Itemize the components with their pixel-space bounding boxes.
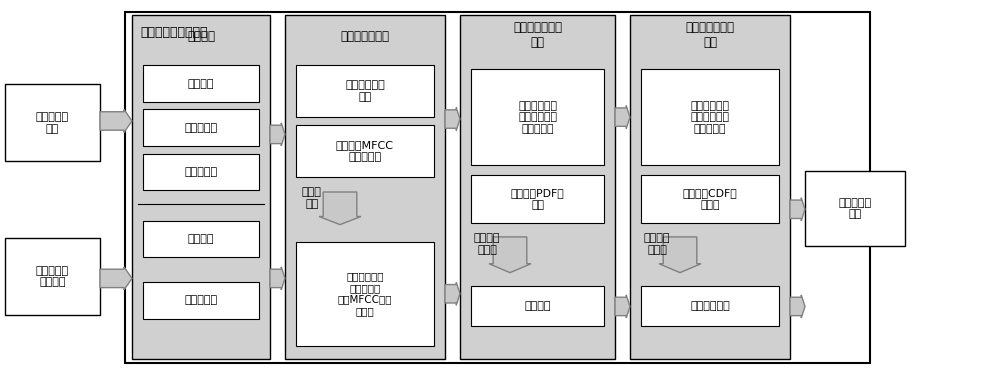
- FancyBboxPatch shape: [471, 286, 604, 326]
- FancyBboxPatch shape: [143, 282, 259, 319]
- Polygon shape: [445, 282, 460, 305]
- Text: 信号帧加窗: 信号帧加窗: [184, 122, 218, 133]
- Text: 样本得分: 样本得分: [524, 301, 551, 311]
- Polygon shape: [790, 295, 805, 318]
- FancyBboxPatch shape: [296, 125, 434, 177]
- FancyBboxPatch shape: [805, 171, 905, 246]
- Text: 判定建模参数
学习及层级判
定正态建模: 判定建模参数 学习及层级判 定正态建模: [690, 101, 730, 134]
- Text: 待测发动机
振声信号: 待测发动机 振声信号: [36, 266, 69, 287]
- FancyBboxPatch shape: [143, 65, 259, 102]
- Text: 振声信号频谱
特征: 振声信号频谱 特征: [345, 80, 385, 102]
- Polygon shape: [100, 109, 132, 132]
- Text: 振声信号MFCC
及差分特征: 振声信号MFCC 及差分特征: [336, 140, 394, 162]
- FancyBboxPatch shape: [296, 242, 434, 346]
- Text: 训练样本集: 训练样本集: [184, 167, 218, 177]
- Text: 发动机振声
数据: 发动机振声 数据: [36, 112, 69, 134]
- Polygon shape: [100, 267, 132, 290]
- FancyBboxPatch shape: [143, 221, 259, 257]
- FancyBboxPatch shape: [125, 12, 870, 363]
- FancyBboxPatch shape: [471, 69, 604, 165]
- Text: 接受假定CDF范
围划定: 接受假定CDF范 围划定: [683, 188, 737, 210]
- Polygon shape: [445, 108, 460, 131]
- Text: 判定正态
子模型: 判定正态 子模型: [644, 233, 670, 255]
- Polygon shape: [319, 192, 361, 225]
- FancyBboxPatch shape: [143, 154, 259, 190]
- Polygon shape: [615, 106, 630, 129]
- Text: 多支特征正态子
模型: 多支特征正态子 模型: [513, 21, 562, 48]
- Text: 特征标
准化: 特征标 准化: [302, 187, 322, 209]
- Polygon shape: [270, 267, 285, 290]
- FancyBboxPatch shape: [460, 15, 615, 359]
- Text: 特征建模参数
学习及特征分
支正态建模: 特征建模参数 学习及特征分 支正态建模: [518, 101, 557, 134]
- Polygon shape: [489, 237, 531, 273]
- Polygon shape: [659, 237, 701, 273]
- FancyBboxPatch shape: [471, 175, 604, 223]
- Polygon shape: [615, 295, 630, 318]
- Polygon shape: [270, 123, 285, 146]
- FancyBboxPatch shape: [143, 109, 259, 146]
- FancyBboxPatch shape: [285, 15, 445, 359]
- FancyBboxPatch shape: [5, 238, 100, 315]
- Text: 层级判定正态子
模型: 层级判定正态子 模型: [686, 21, 734, 48]
- FancyBboxPatch shape: [296, 65, 434, 117]
- FancyBboxPatch shape: [5, 84, 100, 161]
- Text: 发动机诊断
结果: 发动机诊断 结果: [838, 197, 872, 219]
- FancyBboxPatch shape: [630, 15, 790, 359]
- Text: 特征正态
子模型: 特征正态 子模型: [474, 233, 501, 255]
- FancyBboxPatch shape: [641, 69, 779, 165]
- Text: 信号帧加窗: 信号帧加窗: [184, 295, 218, 306]
- FancyBboxPatch shape: [132, 15, 270, 359]
- FancyBboxPatch shape: [641, 286, 779, 326]
- Polygon shape: [790, 198, 805, 221]
- Text: 重叠分帧: 重叠分帧: [188, 234, 214, 244]
- FancyBboxPatch shape: [641, 175, 779, 223]
- Text: 发动机故障检测流程: 发动机故障检测流程: [140, 26, 208, 39]
- Text: 标准化发动机
振声信号频
谱、MFCC及差
分特征: 标准化发动机 振声信号频 谱、MFCC及差 分特征: [338, 271, 392, 316]
- Text: 假设接受判定: 假设接受判定: [690, 301, 730, 311]
- Text: 分帧加窗: 分帧加窗: [187, 30, 215, 43]
- Text: 重叠分帧: 重叠分帧: [188, 78, 214, 89]
- Text: 特征提取与处理: 特征提取与处理: [340, 30, 390, 43]
- Text: 特征分支PDF标
准化: 特征分支PDF标 准化: [511, 188, 564, 210]
